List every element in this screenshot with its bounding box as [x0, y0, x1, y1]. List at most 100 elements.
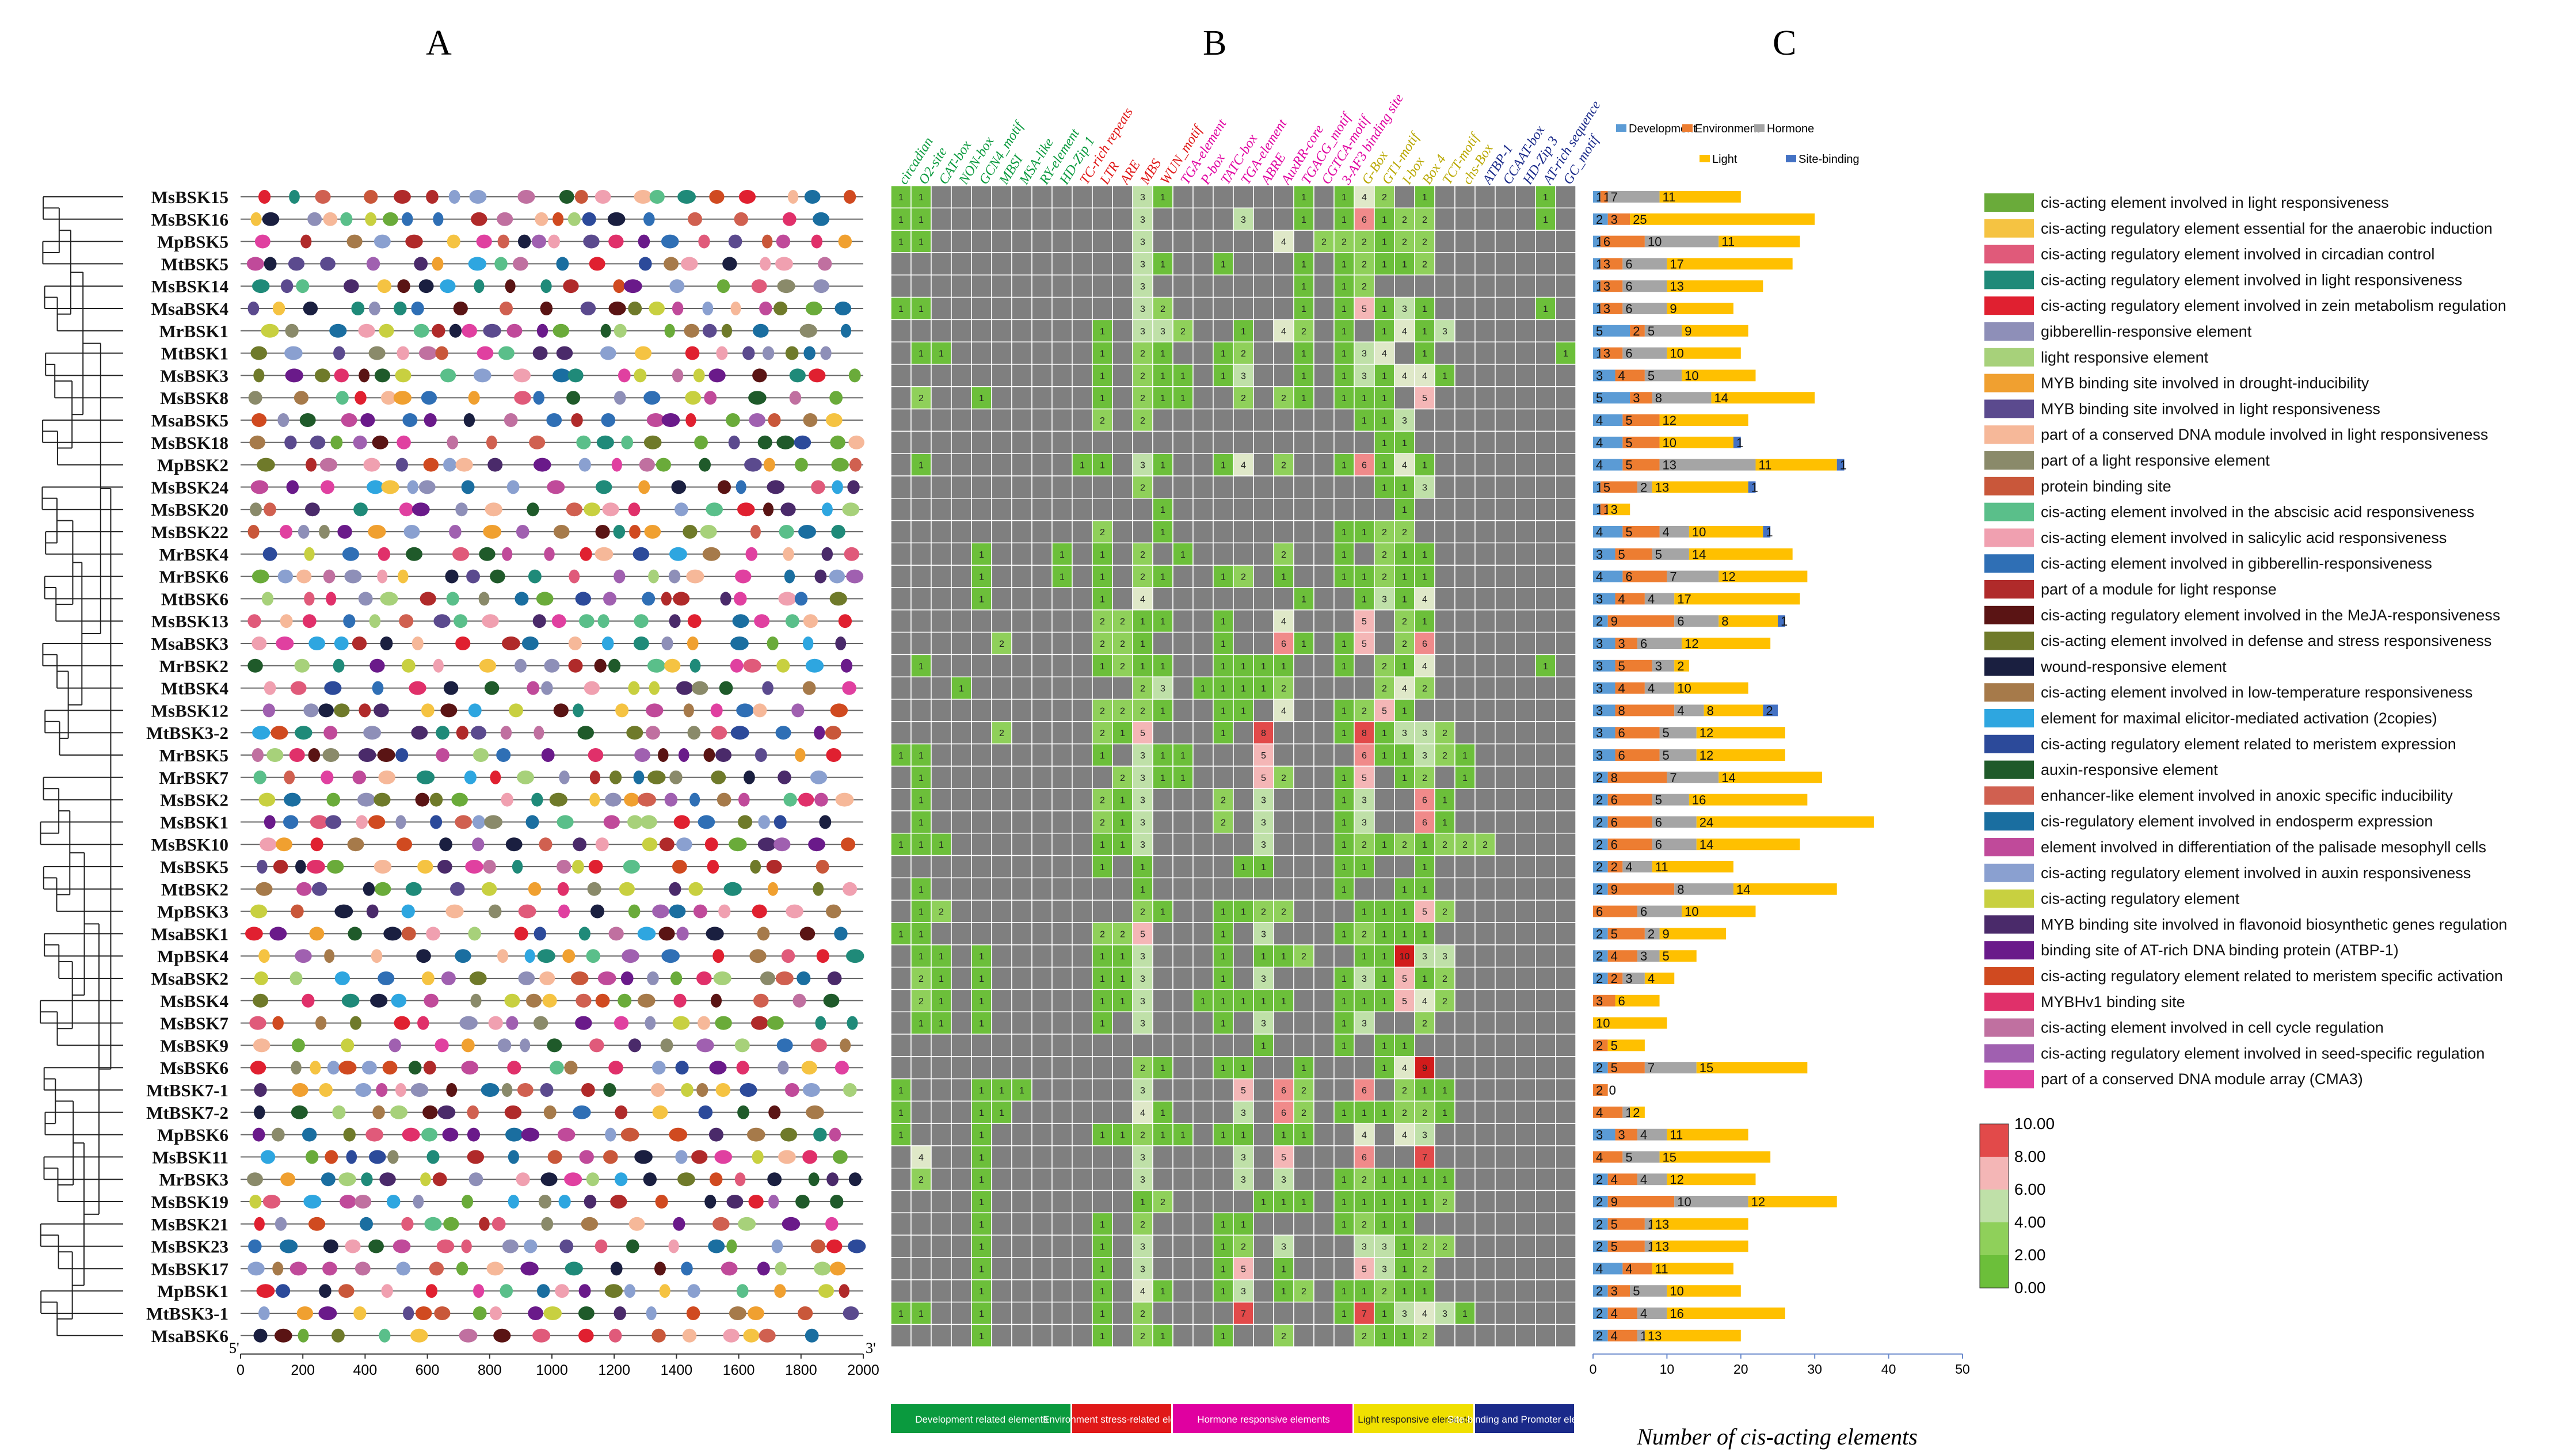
heat-cell — [1092, 1056, 1113, 1080]
motif-mark — [320, 257, 336, 271]
bar-segment — [1667, 303, 1733, 314]
heat-cell — [1474, 743, 1496, 767]
motif-mark — [432, 323, 445, 338]
motif-mark — [502, 1239, 519, 1253]
motif-mark — [760, 971, 776, 985]
bar-segment — [1593, 1308, 1608, 1319]
motif-mark — [811, 234, 822, 249]
motif-mark — [652, 904, 669, 918]
bar-value: 3 — [1596, 1128, 1603, 1142]
heat-cell — [1253, 319, 1274, 342]
heat-cell — [971, 609, 992, 633]
heat-cell — [1172, 587, 1194, 611]
motif-mark — [304, 502, 320, 517]
heat-cell — [1515, 542, 1536, 566]
heat-cell — [991, 296, 1012, 321]
group-band-label: Environment stress-related elements — [1043, 1414, 1202, 1425]
heat-value: 1 — [1382, 371, 1387, 381]
bar-value: 5 — [1611, 927, 1618, 941]
bar-value: 10 — [1685, 905, 1698, 919]
motif-mark — [542, 993, 557, 1008]
heat-cell — [1192, 475, 1214, 499]
motif-mark — [477, 346, 494, 360]
heat-cell — [1293, 453, 1314, 477]
heat-value: 1 — [1362, 594, 1367, 604]
motif-mark — [646, 1306, 657, 1320]
heat-cell — [1051, 1078, 1073, 1102]
heat-cell — [1172, 1301, 1194, 1325]
heat-cell — [1495, 855, 1516, 879]
heat-cell — [991, 386, 1012, 410]
motif-mark — [364, 190, 378, 204]
motif-mark — [615, 1105, 628, 1119]
heat-cell — [1031, 899, 1053, 923]
motif-mark — [489, 1306, 502, 1320]
motif-mark — [494, 257, 508, 271]
motif-mark — [445, 904, 464, 918]
bar-segment — [1622, 973, 1645, 984]
heat-cell — [1192, 899, 1214, 923]
bar-segment — [1748, 1196, 1837, 1207]
heat-cell — [1273, 1034, 1294, 1057]
heat-cell — [1051, 1100, 1073, 1124]
motif-mark — [805, 302, 822, 315]
heat-cell — [1394, 364, 1415, 387]
heat-value: 1 — [1422, 929, 1427, 939]
motif-mark — [421, 1127, 438, 1142]
bar-value: 2 — [1633, 324, 1640, 338]
motif-mark — [436, 748, 449, 762]
motif-mark — [497, 212, 513, 226]
motif-mark — [528, 569, 542, 584]
motif-legend-label: cis-acting element involved in low-tempe… — [2041, 684, 2472, 701]
bar-segment — [1652, 660, 1675, 672]
heat-cell — [1495, 1212, 1516, 1236]
heat-cell — [1555, 1168, 1576, 1191]
bar-legend-label: Light — [1712, 153, 1737, 166]
heat-cell — [1555, 855, 1576, 879]
motif-mark — [736, 1284, 749, 1298]
motif-mark — [270, 726, 288, 740]
heat-cell — [1555, 1011, 1576, 1035]
heat-cell — [1354, 877, 1375, 901]
heat-cell — [1112, 855, 1133, 879]
heat-value: 1 — [1402, 1198, 1407, 1207]
heat-value: 1 — [919, 840, 924, 850]
motif-mark — [445, 569, 459, 584]
bar-value: 12 — [1721, 570, 1735, 584]
heat-cell — [971, 1324, 992, 1347]
bar-value: 3 — [1596, 547, 1603, 562]
heat-value: 1 — [1342, 818, 1347, 828]
heat-cell — [931, 430, 952, 454]
motif-legend-label: cis-acting regulatory element related to… — [2041, 967, 2503, 985]
heat-value: 3 — [1442, 952, 1447, 962]
motif-mark — [533, 1016, 548, 1030]
heat-cell — [1515, 833, 1536, 856]
motif-mark — [308, 1217, 326, 1231]
bar-segment — [1836, 459, 1845, 471]
heat-cell — [1555, 944, 1576, 968]
heat-cell — [1051, 1011, 1073, 1035]
gene-label: MpBSK1 — [157, 1281, 228, 1301]
heat-value: 3 — [1140, 282, 1145, 292]
heat-cell — [1515, 877, 1536, 901]
motif-mark — [608, 927, 624, 941]
heat-cell — [1434, 1234, 1455, 1258]
heat-cell — [1213, 319, 1234, 342]
heat-value: 2 — [1402, 215, 1407, 225]
heat-cell — [1051, 765, 1073, 789]
bar-value: 3 — [1596, 703, 1603, 718]
heat-value: 4 — [1281, 617, 1286, 627]
heat-value: 1 — [1422, 573, 1427, 582]
heat-value: 3 — [1140, 1264, 1145, 1274]
heat-cell — [1172, 252, 1194, 276]
heat-value: 5 — [1362, 304, 1367, 314]
bar-segment — [1593, 235, 1601, 247]
heat-value: 1 — [1342, 1019, 1347, 1029]
motif-mark — [533, 458, 551, 472]
motif-mark — [413, 1195, 424, 1209]
heat-cell — [890, 1056, 912, 1080]
motif-mark — [528, 1306, 544, 1320]
heat-cell — [1333, 609, 1355, 633]
heat-cell — [1434, 252, 1455, 276]
motif-mark — [799, 323, 817, 338]
